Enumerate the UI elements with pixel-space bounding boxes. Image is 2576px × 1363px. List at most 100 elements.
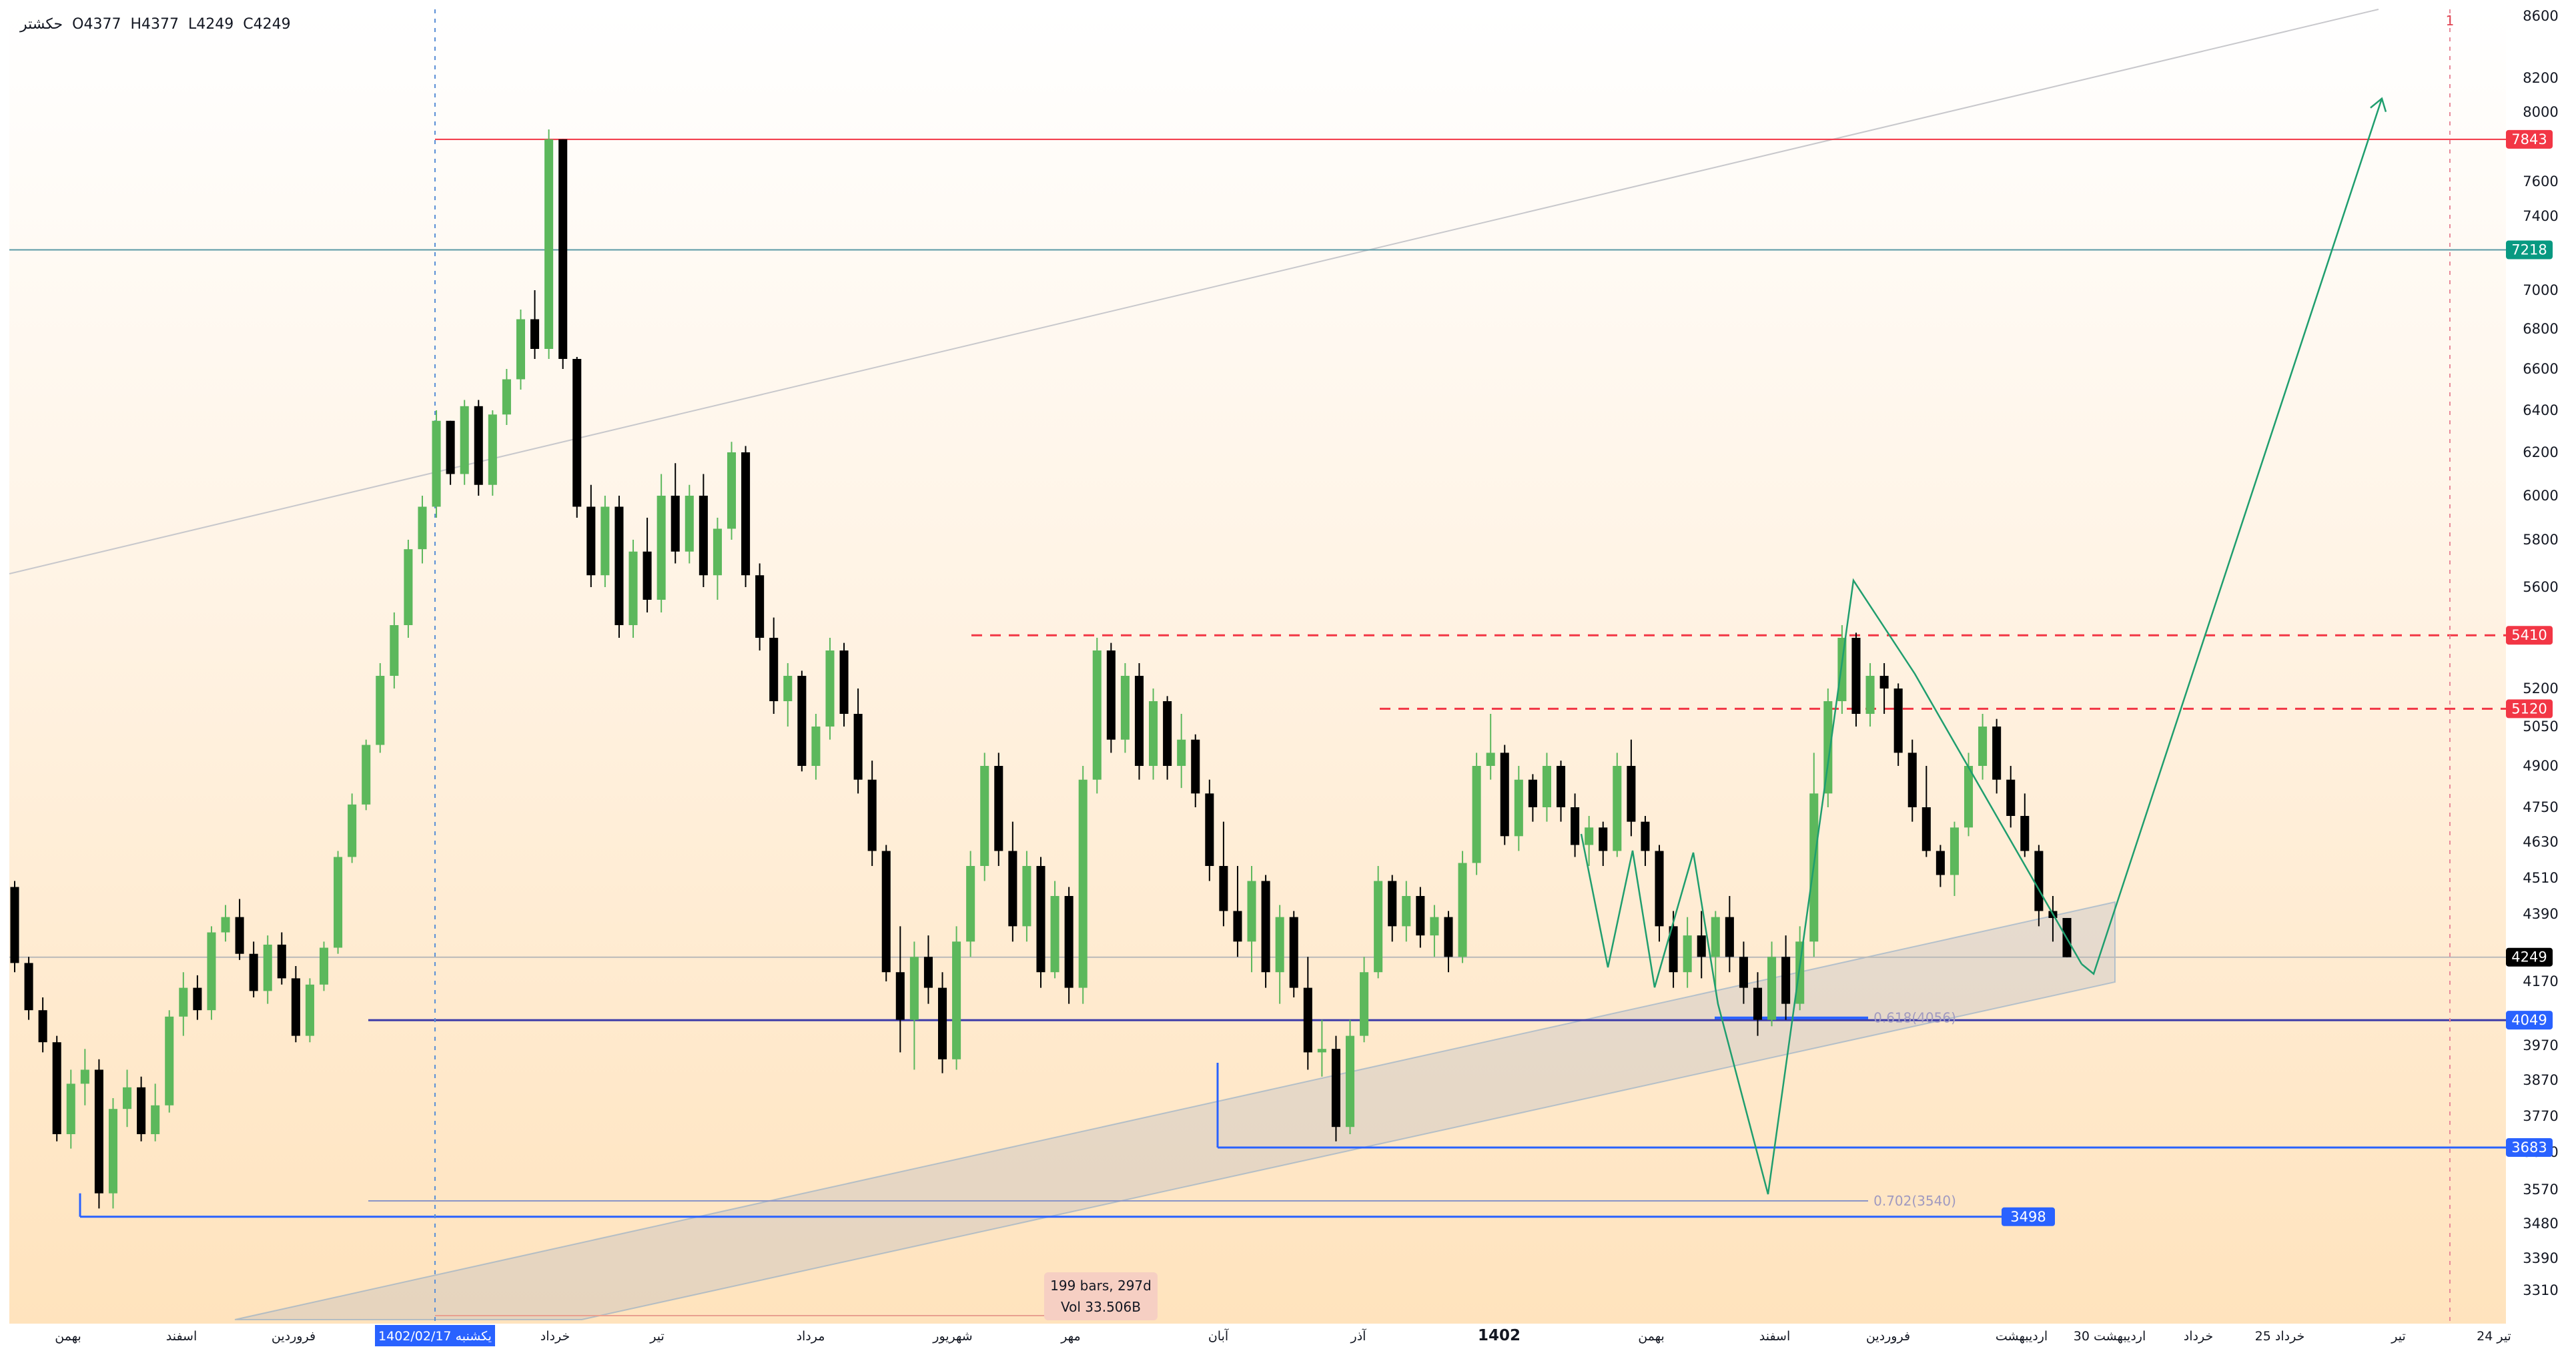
price-badge [2506, 699, 2553, 719]
candle [221, 905, 230, 942]
candle-body [1022, 866, 1031, 927]
candle [10, 881, 19, 973]
price-badge-label: 7843 [2511, 131, 2547, 147]
candle-body [909, 957, 919, 1020]
candle-body [1571, 807, 1580, 845]
candle [376, 663, 385, 753]
candle [1064, 887, 1074, 1004]
channel-layer [9, 9, 2379, 1320]
candle [193, 975, 202, 1020]
candle [1837, 625, 1847, 714]
candle-body [685, 496, 694, 552]
candle [1781, 935, 1791, 1020]
candle-body [1655, 851, 1664, 927]
candle-body [418, 506, 427, 550]
candle-body [699, 496, 708, 576]
ohlc-low: L4249 [188, 16, 234, 33]
candle [1444, 911, 1453, 973]
candle [1893, 683, 1903, 766]
candle-body [1050, 896, 1059, 973]
candle-body [362, 745, 371, 805]
candle-body [1753, 987, 1763, 1020]
candle [1331, 1035, 1340, 1142]
candle [614, 496, 624, 638]
candle [980, 753, 989, 881]
candle-body [1219, 866, 1228, 911]
y-tick-label: 4510 [2523, 870, 2558, 886]
candle-body [1978, 727, 1988, 766]
candle [853, 689, 863, 794]
y-tick-label: 3390 [2523, 1250, 2558, 1266]
y-tick-label: 5600 [2523, 579, 2558, 595]
candle-body [1627, 766, 1636, 822]
y-tick-label: 5800 [2523, 532, 2558, 548]
candle [488, 410, 497, 496]
candle-body [1191, 739, 1200, 794]
candle-body [1683, 935, 1692, 973]
candle [1514, 766, 1523, 851]
candle-body [657, 496, 666, 600]
ohlc-high: H4377 [130, 16, 179, 33]
candle-body [179, 987, 188, 1017]
axes-layer: 8600 8200 8000 7600 7400 7000 6800 6600 6400 6200… [55, 8, 2559, 1346]
candle [1697, 911, 1706, 979]
candle [151, 1083, 160, 1142]
candle [839, 642, 849, 727]
candle-body [249, 953, 258, 991]
candle-body [671, 496, 680, 552]
y-tick-label: 5050 [2523, 719, 2558, 735]
candle [1571, 793, 1580, 857]
candle-body [66, 1083, 75, 1134]
y-tick-label: 4750 [2523, 799, 2558, 815]
candle-body [1092, 650, 1102, 780]
projection-path [2081, 98, 2383, 975]
candle [263, 935, 272, 1004]
candle-body [586, 506, 596, 576]
candle [1430, 905, 1439, 957]
candle-body [769, 638, 779, 701]
price-badge-label: 4249 [2511, 949, 2547, 965]
candle-body [108, 1109, 118, 1194]
candle-body [1064, 896, 1074, 988]
candle [642, 518, 652, 612]
candle [867, 761, 877, 866]
candle-body [1964, 766, 1974, 828]
candle [600, 496, 610, 587]
price-badge-label: 5120 [2511, 701, 2547, 717]
x-tick-label: فروردین [1866, 1329, 1910, 1344]
candle-body [1275, 917, 1284, 973]
candle-body [811, 727, 821, 766]
candle [1655, 845, 1664, 942]
y-tick-label: 8600 [2523, 8, 2558, 24]
candle [937, 972, 947, 1073]
candle [952, 926, 961, 1070]
candle-body [207, 932, 216, 1011]
candle-body [1205, 793, 1214, 866]
candle [52, 1035, 61, 1142]
candle-body [797, 676, 807, 766]
x-tick-label: بهمن [55, 1329, 81, 1344]
price-badge [2506, 1138, 2553, 1157]
candle [1627, 739, 1636, 837]
candle [123, 1069, 132, 1127]
candle [1247, 866, 1256, 973]
candle [558, 139, 568, 369]
candle [881, 845, 891, 981]
y-tick-label: 4390 [2523, 906, 2558, 922]
candle-body [544, 139, 554, 349]
candle-body [1289, 917, 1298, 988]
candle-body [94, 1069, 103, 1194]
candle [1219, 821, 1228, 927]
x-tick-label: شهریور [932, 1329, 972, 1344]
candle [277, 932, 286, 985]
price-badge-label: 5410 [2511, 627, 2547, 643]
candle [1163, 696, 1172, 780]
candle-body [291, 978, 300, 1036]
candle [895, 926, 905, 1053]
candle-body [474, 406, 483, 485]
candle [1261, 875, 1270, 988]
y-tick-label: 6800 [2523, 321, 2558, 337]
y-tick-label: 7400 [2523, 208, 2558, 224]
